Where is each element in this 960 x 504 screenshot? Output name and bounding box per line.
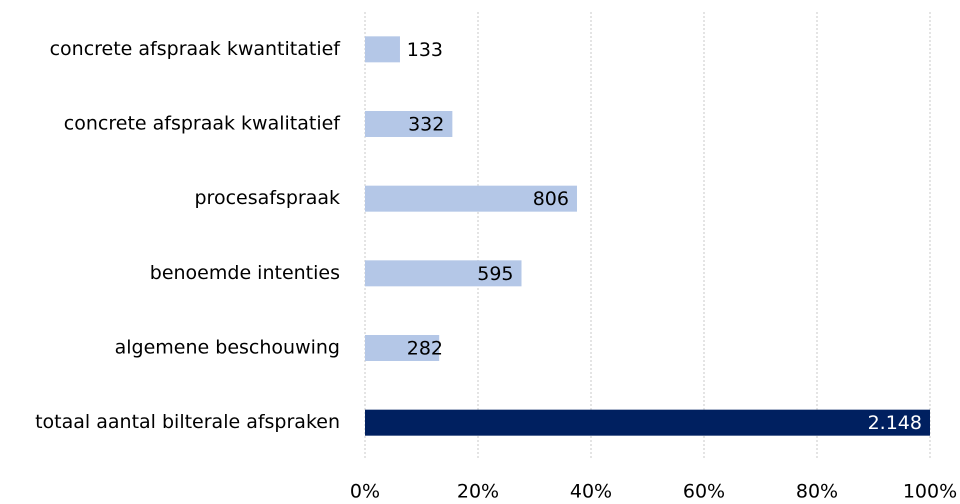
bar bbox=[365, 111, 453, 137]
x-tick-label: 0% bbox=[350, 481, 380, 503]
bar bbox=[365, 260, 522, 287]
bar bbox=[365, 335, 440, 361]
y-tick-label: concrete afspraak kwantitatief bbox=[50, 38, 342, 60]
data-label: 806 bbox=[533, 188, 569, 210]
bar bbox=[365, 409, 930, 436]
y-tick-label: algemene beschouwing bbox=[115, 337, 340, 359]
y-tick-label: totaal aantal bilterale afspraken bbox=[35, 411, 340, 433]
bar bbox=[365, 36, 400, 63]
x-tick-label: 20% bbox=[457, 481, 499, 503]
data-label: 133 bbox=[407, 39, 443, 61]
data-label: 332 bbox=[408, 114, 444, 136]
data-label: 2.148 bbox=[868, 412, 922, 434]
y-tick-label: benoemde intenties bbox=[150, 262, 340, 284]
bar bbox=[365, 185, 577, 212]
x-tick-label: 80% bbox=[796, 481, 838, 503]
y-tick-label: procesafspraak bbox=[194, 187, 340, 209]
data-label: 595 bbox=[477, 263, 513, 285]
x-tick-label: 60% bbox=[683, 481, 725, 503]
x-tick-label: 40% bbox=[570, 481, 612, 503]
y-tick-label: concrete afspraak kwalitatief bbox=[64, 113, 342, 135]
x-tick-label: 100% bbox=[903, 481, 957, 503]
data-label: 282 bbox=[407, 338, 443, 360]
